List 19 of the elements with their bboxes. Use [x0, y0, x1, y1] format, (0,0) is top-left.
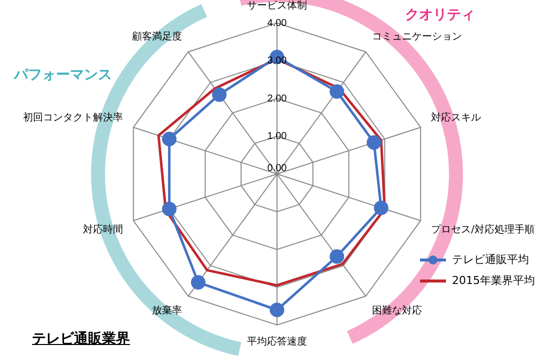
spoke-label: 対応スキル	[431, 112, 482, 124]
spoke-label: 平均応答速度	[247, 336, 307, 348]
y-tick-label: 0.00	[267, 162, 288, 174]
y-tick-label: 2.00	[267, 93, 288, 104]
y-tick-label: 1.00	[267, 131, 288, 142]
spoke-label: コミュニケーション	[372, 32, 462, 43]
y-tick-label: 4.00	[267, 18, 288, 29]
spoke-label: 対応時間	[82, 224, 123, 236]
legend-label: 2015年業界平均	[452, 273, 535, 288]
text: パフォーマンス	[14, 66, 112, 84]
spoke-label: 顧客満足度	[132, 30, 182, 43]
spoke-label: プロセス/対応処理手順	[431, 224, 534, 236]
spoke-label: 放棄率	[152, 304, 182, 317]
spoke-label: 初回コンタクト解決率	[22, 112, 123, 124]
spoke-label: 困難な対応	[372, 304, 422, 317]
text: テレビ通販業界	[32, 330, 130, 348]
legend-label: テレビ通販平均	[452, 252, 529, 267]
text: クオリティ	[405, 6, 475, 24]
spoke-label: サービス体制	[247, 0, 307, 12]
